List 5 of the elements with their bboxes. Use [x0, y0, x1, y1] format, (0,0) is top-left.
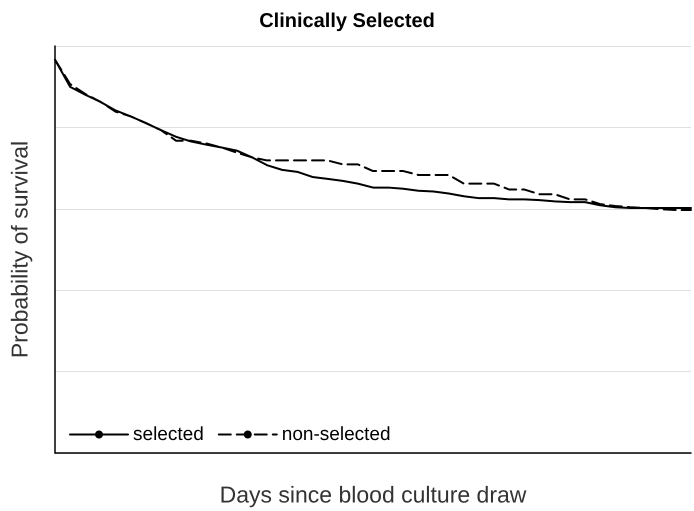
x-axis-title: Days since blood culture draw — [220, 482, 527, 508]
legend-label: non-selected — [282, 424, 391, 445]
y-axis-title: Probability of survival — [6, 140, 32, 358]
legend-label: selected — [133, 424, 204, 445]
chart-title: Clinically Selected — [259, 10, 435, 32]
